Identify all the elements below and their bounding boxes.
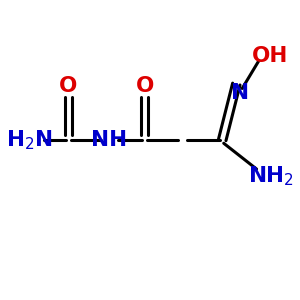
Text: H$_2$N: H$_2$N: [6, 128, 52, 152]
Text: N: N: [231, 83, 249, 103]
Text: O: O: [135, 76, 154, 95]
Text: O: O: [59, 76, 78, 95]
Text: NH$_2$: NH$_2$: [248, 165, 293, 188]
Text: OH: OH: [252, 46, 288, 66]
Text: NH: NH: [92, 130, 128, 150]
